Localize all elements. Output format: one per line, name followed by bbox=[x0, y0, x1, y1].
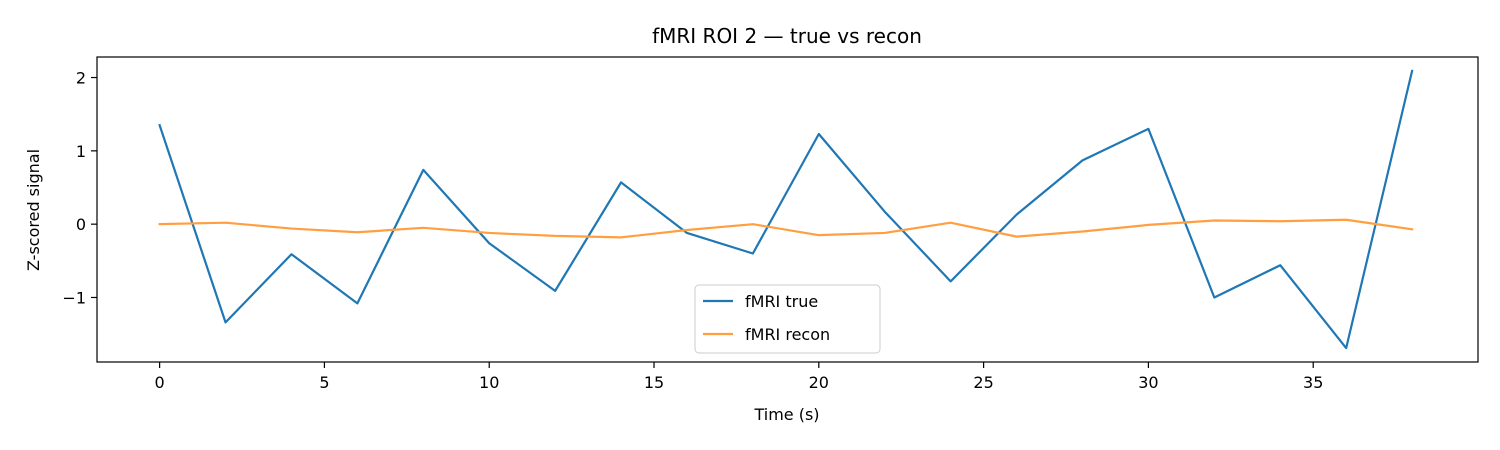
series-line-2 bbox=[158, 218, 1414, 239]
plot-area: 0 5 10 15 20 25 30 35 −1 0 1 2 bbox=[62, 56, 1479, 392]
legend-label-1: fMRI true bbox=[745, 292, 818, 311]
y-tick-label: −1 bbox=[62, 288, 86, 307]
axes-frame bbox=[96, 56, 1479, 363]
series-line-1 bbox=[158, 69, 1414, 350]
x-tick-label: 30 bbox=[1138, 373, 1158, 392]
x-tick-label: 15 bbox=[644, 373, 664, 392]
x-tick-label: 10 bbox=[479, 373, 499, 392]
x-axis-title: Time (s) bbox=[753, 405, 819, 424]
x-tick-label: 35 bbox=[1303, 373, 1323, 392]
x-tick-label: 0 bbox=[155, 373, 165, 392]
chart-title: fMRI ROI 2 — true vs recon bbox=[652, 24, 922, 48]
x-tick-label: 25 bbox=[973, 373, 993, 392]
y-tick-label: 1 bbox=[76, 142, 86, 161]
x-tick-label: 5 bbox=[319, 373, 329, 392]
y-axis-title: Z-scored signal bbox=[24, 149, 43, 271]
legend: fMRI true fMRI recon bbox=[694, 284, 881, 354]
legend-label-2: fMRI recon bbox=[745, 325, 830, 344]
y-tick-label: 0 bbox=[76, 215, 86, 234]
legend-box bbox=[694, 284, 881, 354]
x-tick-label: 20 bbox=[809, 373, 829, 392]
y-tick-label: 2 bbox=[76, 69, 86, 88]
